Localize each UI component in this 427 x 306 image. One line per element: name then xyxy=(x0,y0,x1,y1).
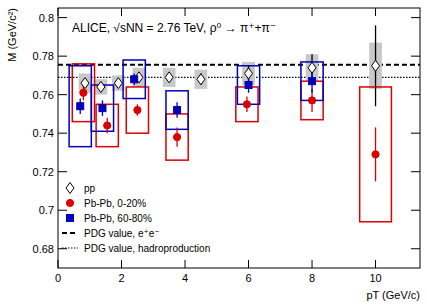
x-tick-label: 2 xyxy=(118,272,124,284)
x-tick-label: 10 xyxy=(369,272,381,284)
legend-line xyxy=(62,247,78,248)
legend-label: Pb-Pb, 0-20% xyxy=(84,198,146,209)
data-point xyxy=(372,60,380,71)
x-tick-top xyxy=(58,8,59,16)
x-tick-top xyxy=(121,8,122,16)
x-axis-label: pT (GeV/c) xyxy=(366,289,420,301)
data-point xyxy=(245,82,252,89)
sys-box xyxy=(237,66,259,105)
x-tick xyxy=(58,260,59,268)
legend-marker xyxy=(66,183,74,194)
sys-box xyxy=(163,68,176,87)
data-point xyxy=(243,101,250,108)
y-tick-right xyxy=(411,248,420,249)
legend-label: pp xyxy=(84,183,96,194)
y-tick-right xyxy=(411,171,420,172)
x-tick-label: 4 xyxy=(182,272,188,284)
y-tick xyxy=(58,210,67,211)
x-tick xyxy=(312,260,313,268)
sys-box xyxy=(95,79,108,94)
y-tick-label: 0.72 xyxy=(33,166,54,178)
y-tick-right xyxy=(411,210,420,211)
x-tick xyxy=(248,260,249,268)
y-tick xyxy=(58,17,67,18)
title: ALICE, √sNN = 2.76 TeV, ρ⁰ → π⁺+π⁻ xyxy=(72,21,276,35)
sys-box xyxy=(166,91,188,130)
y-tick-right xyxy=(411,94,420,95)
data-point xyxy=(80,89,87,96)
sys-box xyxy=(195,70,208,89)
legend-label: PDG value, e⁺e⁻ xyxy=(84,228,160,239)
sys-box xyxy=(96,104,118,146)
x-tick-top xyxy=(185,8,186,16)
y-tick-right xyxy=(411,133,420,134)
data-point xyxy=(309,78,316,85)
y-tick-label: 0.76 xyxy=(33,89,54,101)
data-point xyxy=(97,81,105,92)
x-tick-label: 6 xyxy=(245,272,251,284)
data-point xyxy=(308,97,315,104)
data-point xyxy=(134,106,141,113)
x-tick xyxy=(121,260,122,268)
x-tick-label: 8 xyxy=(309,272,315,284)
data-point xyxy=(173,133,180,140)
x-tick-top xyxy=(375,8,376,16)
y-tick xyxy=(58,94,67,95)
legend-marker xyxy=(67,215,74,222)
plot-frame xyxy=(58,8,420,268)
y-tick-label: 0.8 xyxy=(39,12,54,24)
data-point xyxy=(197,74,205,85)
y-tick-label: 0.78 xyxy=(33,50,54,62)
x-tick-top xyxy=(248,8,249,16)
x-tick xyxy=(185,260,186,268)
x-tick-top xyxy=(312,8,313,16)
legend-line xyxy=(62,232,78,234)
legend-label: Pb-Pb, 60-80% xyxy=(84,213,152,224)
x-tick xyxy=(375,260,376,268)
plot-data xyxy=(58,25,420,221)
y-tick-right xyxy=(411,56,420,57)
data-point xyxy=(372,151,379,158)
data-point xyxy=(77,103,84,110)
y-tick xyxy=(58,171,67,172)
data-point xyxy=(245,68,253,79)
y-tick-label: 0.74 xyxy=(33,127,54,139)
y-tick-label: 0.68 xyxy=(33,243,54,255)
sys-box xyxy=(123,60,145,99)
data-point xyxy=(174,107,181,114)
y-tick xyxy=(58,133,67,134)
data-point xyxy=(114,78,122,89)
data-point xyxy=(104,122,111,129)
data-point xyxy=(81,78,89,89)
y-tick xyxy=(58,56,67,57)
legend-label: PDG value, hadroproduction xyxy=(84,243,210,254)
data-point xyxy=(131,76,138,83)
sys-box xyxy=(69,66,91,147)
sys-box xyxy=(360,87,392,222)
y-axis-label: M (GeV/c²) xyxy=(6,8,18,62)
legend-marker xyxy=(66,199,73,206)
x-tick-label: 0 xyxy=(55,272,61,284)
chart: 0 2 4 6 8 10 0.68 0.7 0.72 0.74 0.76 0.78 0.8 pT (GeV… xyxy=(0,0,427,306)
sys-box xyxy=(166,114,188,160)
data-point xyxy=(165,72,173,83)
sys-box xyxy=(91,85,113,131)
data-point xyxy=(308,62,316,73)
y-tick-right xyxy=(411,17,420,18)
y-tick-label: 0.7 xyxy=(39,204,54,216)
data-point xyxy=(99,105,106,112)
